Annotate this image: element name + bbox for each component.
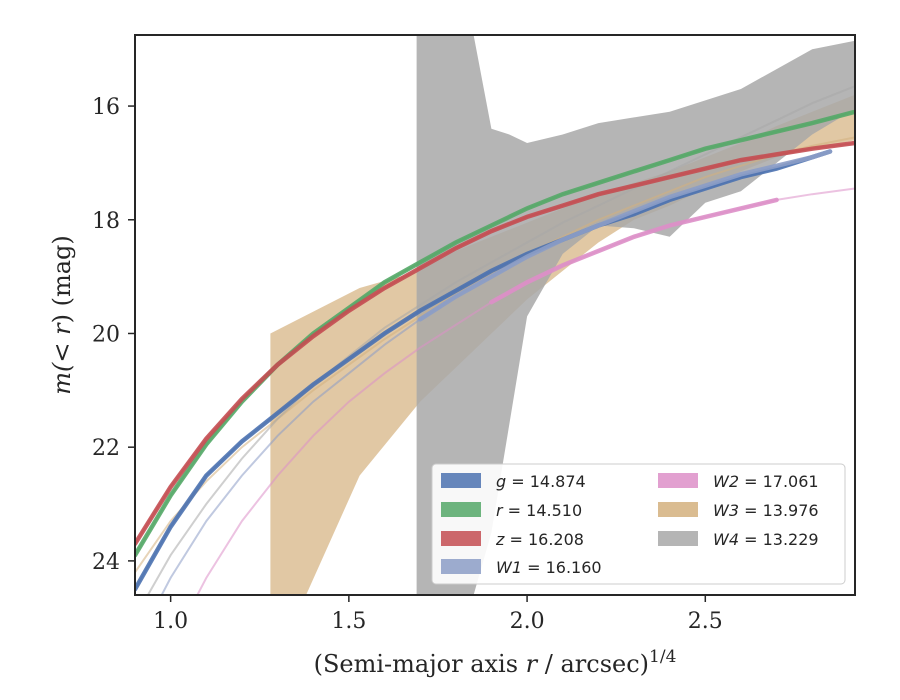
x-tick-label: 1.0 xyxy=(153,609,188,634)
legend-entry-w3: W3 = 13.976 xyxy=(713,501,819,520)
y-axis-ticks: 16 18 20 22 24 xyxy=(92,95,135,575)
profile-w1 xyxy=(417,149,833,322)
legend-swatch-r xyxy=(441,502,481,517)
y-tick-label: 22 xyxy=(92,436,120,461)
legend-entry-z: z = 16.208 xyxy=(495,530,584,549)
x-tick-label: 2.0 xyxy=(510,609,545,634)
profile-w2 xyxy=(489,197,779,305)
y-tick-label: 24 xyxy=(92,550,120,575)
y-axis-label: m(< r) (mag) xyxy=(48,235,76,395)
legend-swatch-w2 xyxy=(658,473,698,488)
x-tick-label: 1.5 xyxy=(331,609,366,634)
y-tick-label: 18 xyxy=(92,209,120,234)
curve-w3 xyxy=(135,136,855,573)
profile-z xyxy=(135,140,855,547)
plot-frame xyxy=(134,34,856,596)
legend-swatch-w4 xyxy=(658,531,698,546)
curves xyxy=(135,85,855,595)
y-tick-label: 20 xyxy=(92,322,120,347)
legend-entry-w1: W1 = 16.160 xyxy=(496,558,602,577)
legend-entry-r: r = 14.510 xyxy=(496,501,582,520)
y-tick-label: 16 xyxy=(92,95,120,120)
legend-entry-g: g = 14.874 xyxy=(496,472,586,491)
legend-frame xyxy=(431,463,846,585)
legend-entry-w2: W2 = 17.061 xyxy=(713,472,819,491)
legend-swatch-w1 xyxy=(441,559,481,574)
x-tick-label: 2.5 xyxy=(688,609,723,634)
profile-g xyxy=(135,149,833,592)
legend-swatch-w3 xyxy=(658,502,698,517)
x-axis-label: (Semi-major axis r / arcsec)1/4 xyxy=(314,647,677,678)
x-axis-ticks: 1.0 1.5 2.0 2.5 xyxy=(153,595,723,634)
legend-swatch-g xyxy=(441,473,481,488)
legend-swatch-z xyxy=(441,531,481,546)
legend-entry-w4: W4 = 13.229 xyxy=(713,530,819,549)
legend: g = 14.874 r = 14.510 z = 16.208 W1 = 16.16… xyxy=(431,463,846,585)
